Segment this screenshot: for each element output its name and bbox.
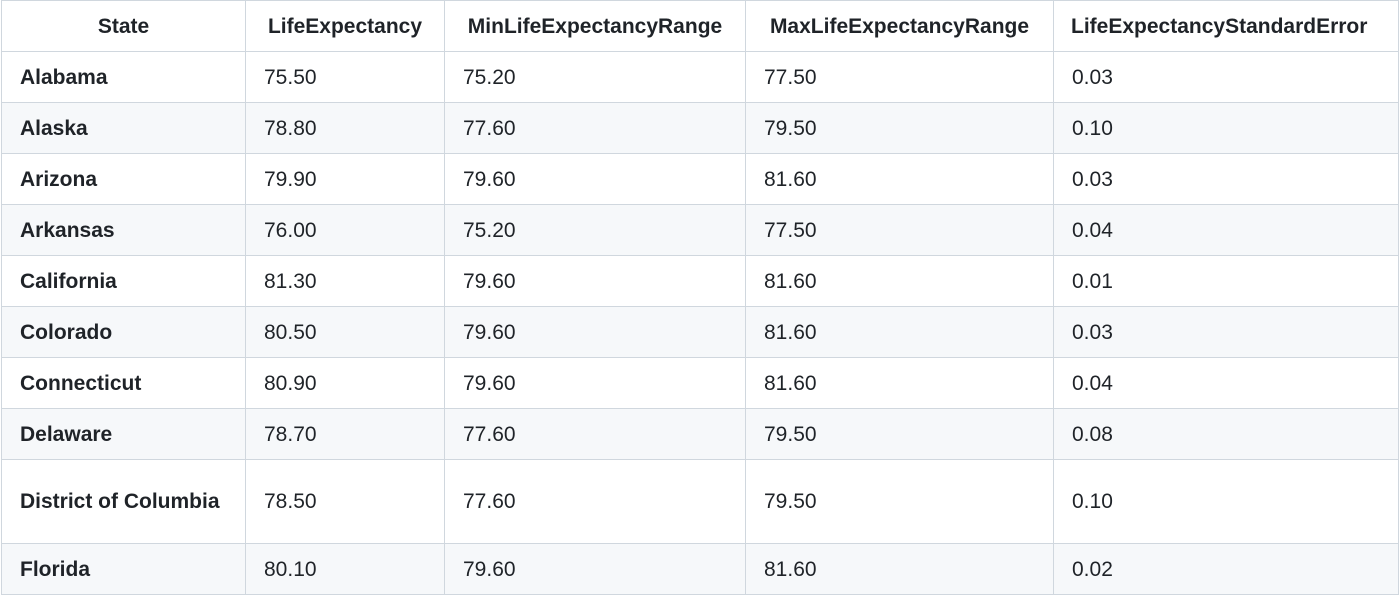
table-row: Alaska 78.80 77.60 79.50 0.10 [1, 102, 1399, 154]
cell-life-expectancy: 75.50 [245, 51, 445, 103]
cell-standard-error: 0.01 [1053, 255, 1399, 307]
cell-max-range: 81.60 [745, 543, 1054, 595]
cell-max-range: 77.50 [745, 51, 1054, 103]
table-row: Connecticut 80.90 79.60 81.60 0.04 [1, 357, 1399, 409]
cell-state: Alabama [1, 51, 246, 103]
cell-state: California [1, 255, 246, 307]
cell-standard-error: 0.04 [1053, 357, 1399, 409]
cell-life-expectancy: 80.50 [245, 306, 445, 358]
cell-life-expectancy: 80.10 [245, 543, 445, 595]
cell-state: Arkansas [1, 204, 246, 256]
cell-life-expectancy: 78.80 [245, 102, 445, 154]
table-row: Delaware 78.70 77.60 79.50 0.08 [1, 408, 1399, 460]
cell-state: Florida [1, 543, 246, 595]
table-row: Florida 80.10 79.60 81.60 0.02 [1, 543, 1399, 595]
cell-state: Colorado [1, 306, 246, 358]
cell-min-range: 79.60 [444, 306, 746, 358]
cell-state: District of Columbia [1, 459, 246, 544]
cell-max-range: 81.60 [745, 153, 1054, 205]
cell-max-range: 79.50 [745, 408, 1054, 460]
cell-standard-error: 0.08 [1053, 408, 1399, 460]
header-row: State LifeExpectancy MinLifeExpectancyRa… [1, 0, 1399, 52]
cell-life-expectancy: 81.30 [245, 255, 445, 307]
cell-standard-error: 0.03 [1053, 306, 1399, 358]
cell-standard-error: 0.10 [1053, 459, 1399, 544]
cell-state: Arizona [1, 153, 246, 205]
table-row: California 81.30 79.60 81.60 0.01 [1, 255, 1399, 307]
cell-state: Connecticut [1, 357, 246, 409]
table-row: Alabama 75.50 75.20 77.50 0.03 [1, 51, 1399, 103]
table-header: State LifeExpectancy MinLifeExpectancyRa… [1, 0, 1399, 52]
cell-standard-error: 0.02 [1053, 543, 1399, 595]
table-row: District of Columbia 78.50 77.60 79.50 0… [1, 459, 1399, 544]
header-min-life-expectancy-range[interactable]: MinLifeExpectancyRange [444, 0, 746, 52]
cell-state: Delaware [1, 408, 246, 460]
cell-standard-error: 0.04 [1053, 204, 1399, 256]
header-state[interactable]: State [1, 0, 246, 52]
cell-min-range: 79.60 [444, 357, 746, 409]
cell-max-range: 81.60 [745, 357, 1054, 409]
cell-standard-error: 0.10 [1053, 102, 1399, 154]
cell-min-range: 79.60 [444, 153, 746, 205]
table-row: Colorado 80.50 79.60 81.60 0.03 [1, 306, 1399, 358]
table-row: Arkansas 76.00 75.20 77.50 0.04 [1, 204, 1399, 256]
cell-max-range: 79.50 [745, 102, 1054, 154]
header-life-expectancy[interactable]: LifeExpectancy [245, 0, 445, 52]
table-body: Alabama 75.50 75.20 77.50 0.03 Alaska 78… [1, 51, 1399, 595]
cell-life-expectancy: 79.90 [245, 153, 445, 205]
cell-max-range: 81.60 [745, 255, 1054, 307]
cell-min-range: 75.20 [444, 204, 746, 256]
cell-min-range: 79.60 [444, 543, 746, 595]
cell-max-range: 77.50 [745, 204, 1054, 256]
cell-life-expectancy: 78.70 [245, 408, 445, 460]
cell-state: Alaska [1, 102, 246, 154]
cell-life-expectancy: 80.90 [245, 357, 445, 409]
cell-standard-error: 0.03 [1053, 153, 1399, 205]
cell-min-range: 77.60 [444, 459, 746, 544]
cell-standard-error: 0.03 [1053, 51, 1399, 103]
cell-max-range: 81.60 [745, 306, 1054, 358]
header-life-expectancy-standard-error[interactable]: LifeExpectancyStandardError [1053, 0, 1399, 52]
cell-min-range: 77.60 [444, 102, 746, 154]
cell-min-range: 75.20 [444, 51, 746, 103]
cell-min-range: 77.60 [444, 408, 746, 460]
cell-life-expectancy: 76.00 [245, 204, 445, 256]
cell-min-range: 79.60 [444, 255, 746, 307]
table-row: Arizona 79.90 79.60 81.60 0.03 [1, 153, 1399, 205]
cell-life-expectancy: 78.50 [245, 459, 445, 544]
header-max-life-expectancy-range[interactable]: MaxLifeExpectancyRange [745, 0, 1054, 52]
cell-max-range: 79.50 [745, 459, 1054, 544]
